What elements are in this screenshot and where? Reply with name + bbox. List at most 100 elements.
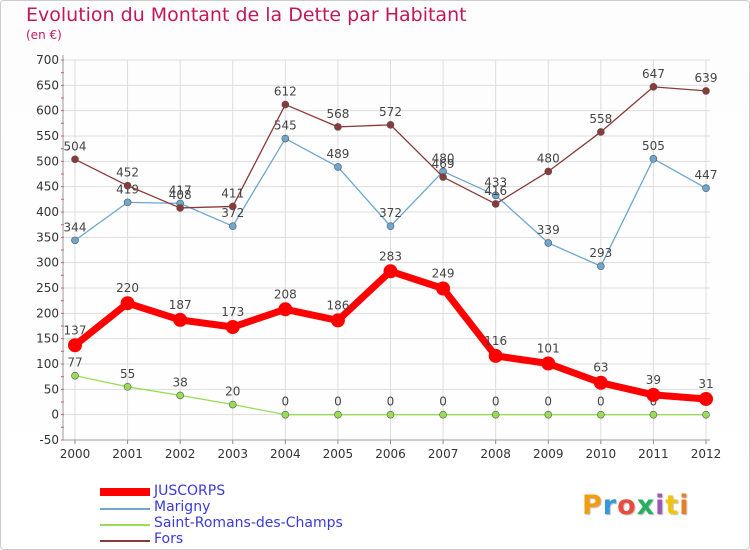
data-point xyxy=(383,264,398,279)
x-tick-label: 2007 xyxy=(428,447,459,461)
data-point xyxy=(436,281,451,296)
x-tick-label: 2006 xyxy=(375,447,406,461)
data-label: 55 xyxy=(120,367,135,381)
legend-label-saint-romans: Saint-Romans-des-Champs xyxy=(154,515,343,531)
data-point xyxy=(439,173,447,181)
data-label: 647 xyxy=(642,67,665,81)
data-label: 489 xyxy=(326,147,349,161)
data-point xyxy=(702,87,710,95)
data-point xyxy=(225,320,240,335)
data-label: 408 xyxy=(169,188,192,202)
y-tick-label: 550 xyxy=(36,129,59,143)
data-label: 77 xyxy=(67,356,82,370)
data-label: 101 xyxy=(537,341,560,355)
legend-label-juscorps: JUSCORPS xyxy=(154,483,226,499)
data-point xyxy=(699,391,713,406)
data-point xyxy=(71,371,79,380)
data-point xyxy=(123,382,132,391)
data-label: 293 xyxy=(589,246,612,260)
data-label: 568 xyxy=(326,107,349,121)
data-point xyxy=(541,356,556,371)
data-point xyxy=(173,312,188,327)
legend-label-fors: Fors xyxy=(154,531,184,547)
data-point xyxy=(68,338,82,353)
x-tick-label: 2009 xyxy=(533,447,564,461)
data-label: 339 xyxy=(537,223,560,237)
logo-letter: P xyxy=(582,490,603,521)
data-label: 0 xyxy=(334,395,342,409)
data-point xyxy=(702,410,710,419)
data-label: 545 xyxy=(274,119,297,133)
legend-label-marigny: Marigny xyxy=(154,499,211,515)
y-tick-label: 700 xyxy=(36,53,59,67)
y-tick-label: 300 xyxy=(36,256,59,270)
data-label: 558 xyxy=(589,112,612,126)
data-label: 433 xyxy=(484,175,507,189)
y-tick-label: 400 xyxy=(36,205,59,219)
data-point xyxy=(597,128,605,136)
data-point xyxy=(228,202,237,211)
data-label: 0 xyxy=(544,395,552,409)
x-tick-label: 2011 xyxy=(638,447,669,461)
data-point xyxy=(597,262,605,271)
logo-letter: x xyxy=(636,490,656,521)
data-point xyxy=(386,410,395,419)
x-tick-label: 2012 xyxy=(691,447,722,461)
data-point xyxy=(281,410,290,419)
data-label: 0 xyxy=(387,395,395,409)
proxiti-logo: Proxiti xyxy=(582,490,690,521)
data-label: 208 xyxy=(274,287,297,301)
data-point xyxy=(228,222,237,230)
data-point xyxy=(649,155,658,163)
data-point xyxy=(488,348,503,363)
data-point xyxy=(334,123,342,131)
x-tick-label: 2004 xyxy=(270,447,301,461)
data-label: 505 xyxy=(642,139,665,153)
data-label: 452 xyxy=(116,166,139,180)
data-point xyxy=(702,184,710,192)
data-point xyxy=(649,83,658,91)
data-label: 283 xyxy=(379,249,402,263)
data-point xyxy=(123,198,132,207)
x-tick-label: 2003 xyxy=(217,447,248,461)
data-label: 411 xyxy=(221,186,244,200)
data-point xyxy=(544,410,553,419)
data-label: 612 xyxy=(274,85,297,99)
x-tick-label: 2000 xyxy=(60,447,91,461)
y-tick-label: 650 xyxy=(36,78,59,92)
data-label: 447 xyxy=(695,168,718,182)
data-point xyxy=(491,200,500,208)
data-label: 31 xyxy=(698,377,713,391)
x-tick-label: 2008 xyxy=(480,447,511,461)
data-point xyxy=(123,181,132,190)
data-point xyxy=(646,387,661,402)
data-point xyxy=(544,239,553,247)
data-point xyxy=(228,400,237,409)
data-label: 480 xyxy=(432,151,455,165)
x-tick-label: 2001 xyxy=(112,447,143,461)
data-label: 0 xyxy=(282,395,290,409)
data-point xyxy=(544,167,553,176)
data-label: 469 xyxy=(432,157,455,171)
data-point xyxy=(330,313,345,328)
data-label: 344 xyxy=(64,220,87,234)
data-label: 0 xyxy=(439,395,447,409)
data-label: 372 xyxy=(379,206,402,220)
data-point xyxy=(593,375,608,390)
y-tick-label: 0 xyxy=(51,408,59,422)
y-tick-label: 50 xyxy=(44,382,59,396)
legend-swatch-marigny xyxy=(100,508,150,510)
logo-letter: t xyxy=(665,490,680,521)
logo-letter: o xyxy=(617,490,637,521)
data-label: 639 xyxy=(695,71,718,85)
data-point xyxy=(71,236,79,245)
y-tick-label: 100 xyxy=(36,357,59,371)
data-label: 0 xyxy=(597,395,605,409)
data-label: 572 xyxy=(379,105,402,119)
y-tick-label: 600 xyxy=(36,104,59,118)
data-point xyxy=(334,410,342,419)
chart-subtitle: (en €) xyxy=(26,28,62,42)
data-point xyxy=(491,410,500,419)
